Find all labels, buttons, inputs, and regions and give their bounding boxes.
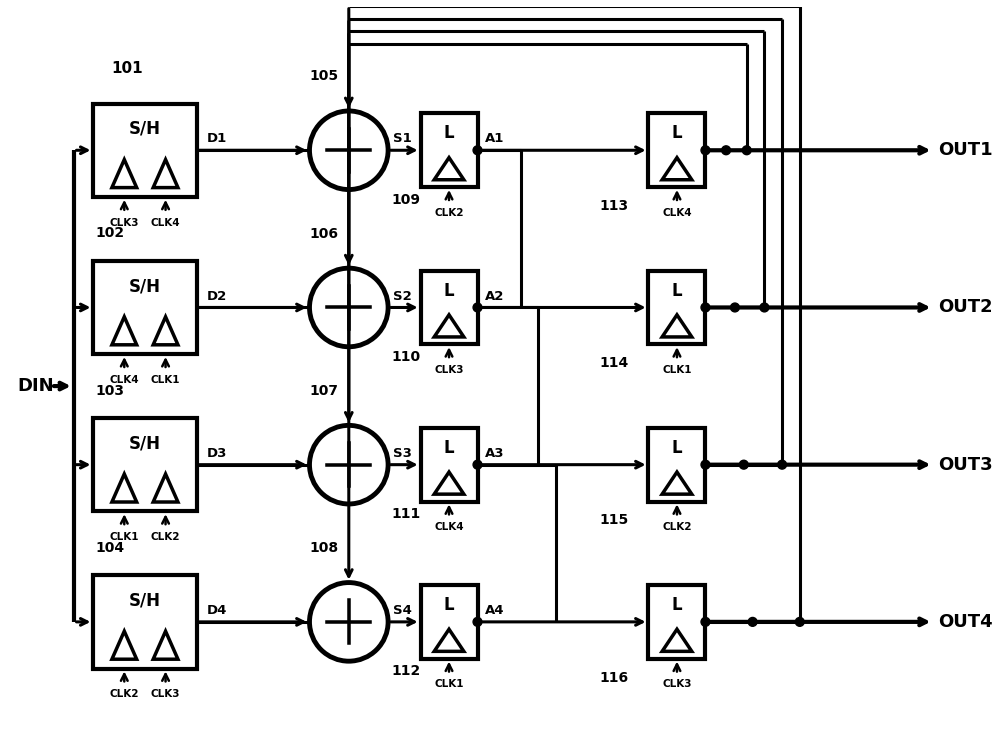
Circle shape [701, 146, 710, 155]
Text: L: L [444, 596, 454, 614]
Text: 104: 104 [95, 541, 124, 555]
Text: OUT1: OUT1 [938, 141, 993, 159]
Text: L: L [444, 124, 454, 142]
Text: S/H: S/H [129, 592, 161, 609]
Text: D3: D3 [206, 447, 227, 460]
Text: CLK4: CLK4 [434, 522, 464, 532]
Text: S3: S3 [393, 447, 412, 460]
Text: 109: 109 [391, 193, 420, 207]
Text: CLK3: CLK3 [434, 365, 464, 375]
Circle shape [309, 425, 388, 504]
Text: CLK2: CLK2 [662, 522, 692, 532]
Text: D1: D1 [206, 132, 227, 145]
Circle shape [722, 146, 731, 155]
Bar [648, 585, 705, 659]
Bar [421, 271, 478, 344]
Text: S2: S2 [393, 289, 412, 302]
Text: CLK4: CLK4 [151, 218, 180, 227]
Bar [93, 261, 197, 354]
Text: S4: S4 [393, 604, 412, 617]
Text: L: L [672, 124, 682, 142]
Text: L: L [444, 281, 454, 300]
Text: OUT4: OUT4 [938, 613, 993, 631]
Text: 103: 103 [95, 383, 124, 397]
Text: CLK1: CLK1 [110, 532, 139, 542]
Circle shape [309, 268, 388, 347]
Text: CLK2: CLK2 [151, 532, 180, 542]
Text: 102: 102 [95, 227, 124, 241]
Text: L: L [444, 439, 454, 457]
Circle shape [473, 146, 482, 155]
Text: L: L [672, 596, 682, 614]
Text: 110: 110 [391, 350, 420, 364]
Circle shape [473, 618, 482, 626]
Text: CLK3: CLK3 [662, 679, 692, 690]
Bar [421, 428, 478, 501]
Circle shape [778, 460, 787, 469]
Circle shape [473, 460, 482, 469]
Bar [648, 428, 705, 501]
Circle shape [739, 460, 748, 469]
Circle shape [748, 618, 757, 626]
Circle shape [701, 303, 710, 312]
Text: S/H: S/H [129, 120, 161, 138]
Text: CLK4: CLK4 [109, 375, 139, 385]
Text: OUT3: OUT3 [938, 456, 993, 474]
Circle shape [309, 111, 388, 190]
Circle shape [473, 303, 482, 312]
Circle shape [742, 146, 751, 155]
Text: CLK4: CLK4 [662, 208, 692, 218]
Text: 112: 112 [391, 664, 420, 678]
Circle shape [795, 618, 804, 626]
Text: CLK2: CLK2 [434, 208, 464, 218]
Circle shape [309, 583, 388, 661]
Text: D4: D4 [206, 604, 227, 617]
Bar [93, 418, 197, 512]
Circle shape [701, 618, 710, 626]
Text: 105: 105 [310, 69, 339, 83]
Text: CLK2: CLK2 [110, 689, 139, 699]
Bar [648, 271, 705, 344]
Text: 108: 108 [310, 541, 339, 555]
Text: 114: 114 [599, 356, 629, 370]
Text: CLK1: CLK1 [662, 365, 692, 375]
Bar [93, 576, 197, 668]
Circle shape [701, 460, 710, 469]
Bar [93, 104, 197, 197]
Text: OUT2: OUT2 [938, 299, 993, 316]
Text: A3: A3 [485, 447, 505, 460]
Text: CLK1: CLK1 [434, 679, 464, 690]
Text: 116: 116 [600, 670, 629, 684]
Text: 101: 101 [111, 61, 143, 76]
Text: S1: S1 [393, 132, 412, 145]
Text: CLK3: CLK3 [110, 218, 139, 227]
Text: A4: A4 [485, 604, 505, 617]
Text: A1: A1 [485, 132, 505, 145]
Text: 107: 107 [310, 384, 339, 398]
Text: L: L [672, 439, 682, 457]
Text: A2: A2 [485, 289, 505, 302]
Bar [421, 113, 478, 187]
Text: 106: 106 [310, 227, 339, 241]
Text: 115: 115 [599, 513, 629, 527]
Text: S/H: S/H [129, 434, 161, 452]
Circle shape [760, 303, 769, 312]
Text: 113: 113 [600, 199, 629, 213]
Text: S/H: S/H [129, 277, 161, 295]
Circle shape [731, 303, 739, 312]
Text: L: L [672, 281, 682, 300]
Text: D2: D2 [206, 289, 227, 302]
Text: CLK1: CLK1 [151, 375, 180, 385]
Text: DIN: DIN [18, 377, 54, 395]
Text: 111: 111 [391, 507, 420, 521]
Bar [648, 113, 705, 187]
Text: CLK3: CLK3 [151, 689, 180, 699]
Bar [421, 585, 478, 659]
